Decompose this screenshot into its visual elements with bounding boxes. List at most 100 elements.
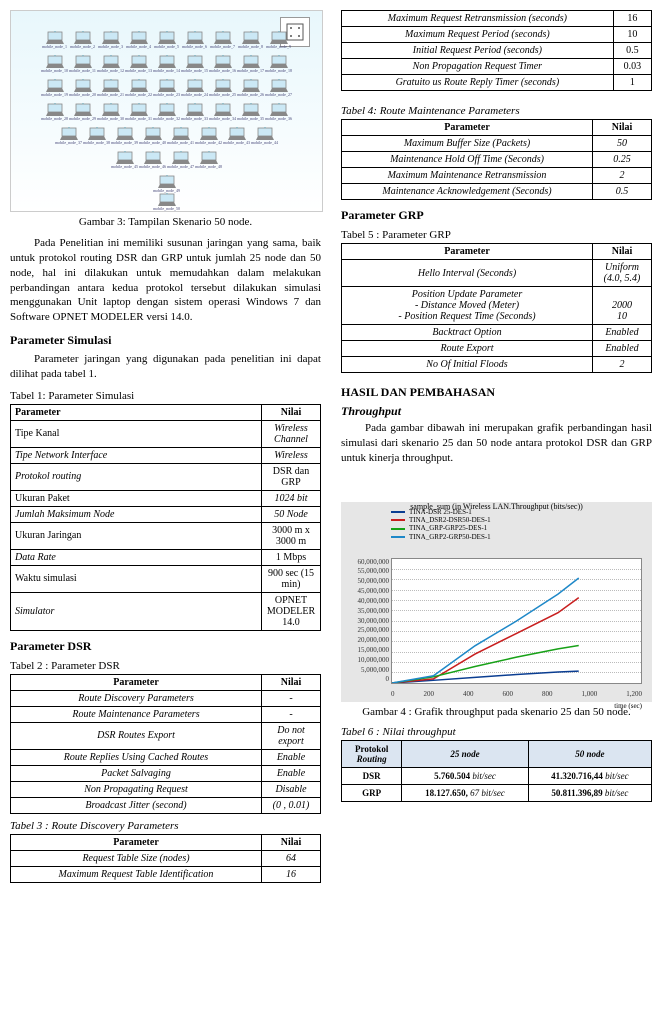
table-cell: Broadcast Jitter (second): [11, 797, 262, 813]
topology-node: mobile_node_10: [43, 55, 67, 73]
table-row: Hello Interval (Seconds)Uniform (4.0, 5.…: [342, 260, 652, 287]
table-header: Nilai: [262, 674, 321, 690]
figure-3-topology: mobile_node_1mobile_node_2mobile_node_3m…: [10, 10, 323, 212]
table-row: GRP18.127.650, 67 bit/sec50.811.396,89 b…: [342, 784, 652, 801]
table-row: Non Propagating RequestDisable: [11, 781, 321, 797]
chart-plot-area: [391, 558, 642, 684]
table-row: Jumlah Maksimum Node50 Node: [11, 506, 321, 522]
table-cell: Enabled: [593, 341, 652, 357]
figure-4-caption: Gambar 4 : Grafik throughput pada skenar…: [341, 706, 652, 718]
table-row: Route Discovery Parameters-: [11, 690, 321, 706]
topology-node: mobile_node_18: [267, 55, 291, 73]
table-header: 25 node: [402, 740, 528, 767]
topology-row: mobile_node_19mobile_node_20mobile_node_…: [11, 79, 322, 97]
figure-4-chart: TINA-DSR 25-DES-1TINA_DSR2-DSR50-DES-1TI…: [341, 502, 652, 702]
table-cell: Hello Interval (Seconds): [342, 260, 593, 287]
table-cell: Simulator: [11, 592, 262, 630]
table-cell: 5.760.504 bit/sec: [402, 767, 528, 784]
table-cell: Maintenance Hold Off Time (Seconds): [342, 152, 593, 168]
chart-y-axis: 60,000,00055,000,00050,000,00045,000,000…: [343, 558, 389, 684]
table-row: Position Update Parameter- Distance Move…: [342, 287, 652, 325]
table-cell: Position Update Parameter- Distance Move…: [342, 287, 593, 325]
table-4-caption: Tabel 4: Route Maintenance Parameters: [341, 105, 652, 117]
topology-node: mobile_node_21: [99, 79, 123, 97]
table-cell: 200010: [593, 287, 652, 325]
heading-hasil: HASIL DAN PEMBAHASAN: [341, 385, 652, 400]
table-row: Request Table Size (nodes)64: [11, 850, 321, 866]
topology-node: mobile_node_9: [267, 31, 291, 49]
topology-node: mobile_node_41: [169, 127, 193, 145]
topology-node: mobile_node_12: [99, 55, 123, 73]
table-cell: -: [262, 690, 321, 706]
topology-node: mobile_node_29: [71, 103, 95, 121]
table-cell: Gratuito us Route Reply Timer (seconds): [342, 75, 614, 91]
topology-node: mobile_node_14: [155, 55, 179, 73]
topology-node: mobile_node_39: [113, 127, 137, 145]
table-cell: Do not export: [262, 722, 321, 749]
paragraph-throughput: Pada gambar dibawah ini merupakan grafik…: [341, 421, 652, 466]
table-cell: 3000 m x 3000 m: [262, 522, 321, 549]
topology-node: mobile_node_40: [141, 127, 165, 145]
table-cell: Request Table Size (nodes): [11, 850, 262, 866]
topology-node: mobile_node_27: [267, 79, 291, 97]
topology-node: mobile_node_2: [71, 31, 95, 49]
table-cell: Uniform (4.0, 5.4): [593, 260, 652, 287]
table-cell: Wireless Channel: [262, 420, 321, 447]
table-header: Nilai: [262, 834, 321, 850]
table-header: Parameter: [342, 244, 593, 260]
table-cell: Enabled: [593, 325, 652, 341]
table-row: Ukuran Paket1024 bit: [11, 490, 321, 506]
table-cell: 2: [593, 357, 652, 373]
table-row: DSR5.760.504 bit/sec41.320.716,44 bit/se…: [342, 767, 652, 784]
table-cell: 1024 bit: [262, 490, 321, 506]
table-cell: (0 , 0.01): [262, 797, 321, 813]
topology-node: mobile_node_22: [127, 79, 151, 97]
table-cell: 900 sec (15 min): [262, 565, 321, 592]
table-cell: 0.03: [613, 59, 651, 75]
topology-node: mobile_node_24: [183, 79, 207, 97]
topology-node: mobile_node_19: [43, 79, 67, 97]
table-cell: Route Maintenance Parameters: [11, 706, 262, 722]
table-header: Parameter: [11, 834, 262, 850]
table-cell: Waktu simulasi: [11, 565, 262, 592]
legend-item: TINA-DSR 25-DES-1: [391, 508, 491, 516]
topology-row: mobile_node_1mobile_node_2mobile_node_3m…: [11, 31, 322, 49]
table-cell: Ukuran Jaringan: [11, 522, 262, 549]
table-cell: Protokol routing: [11, 463, 262, 490]
table-cell: Enable: [262, 749, 321, 765]
topology-row: mobile_node_37mobile_node_38mobile_node_…: [11, 127, 322, 145]
table-cell: Maximum Request Table Identification: [11, 866, 262, 882]
topology-node: mobile_node_45: [113, 151, 137, 169]
topology-node: mobile_node_26: [239, 79, 263, 97]
table-row: Non Propagation Request Timer0.03: [342, 59, 652, 75]
table-row: DSR Routes ExportDo not export: [11, 722, 321, 749]
chart-series-line: [392, 578, 579, 683]
table-row: Data Rate1 Mbps: [11, 549, 321, 565]
table-row: Protokol routingDSR dan GRP: [11, 463, 321, 490]
table-4: ParameterNilaiMaximum Buffer Size (Packe…: [341, 119, 652, 200]
table-row: Tipe KanalWireless Channel: [11, 420, 321, 447]
table-row: Waktu simulasi900 sec (15 min): [11, 565, 321, 592]
table-row: Initial Request Period (seconds)0.5: [342, 43, 652, 59]
topology-node: mobile_node_31: [127, 103, 151, 121]
table-cell: Maintenance Acknowledgement (Seconds): [342, 184, 593, 200]
table-cell: DSR Routes Export: [11, 722, 262, 749]
topology-node: mobile_node_37: [57, 127, 81, 145]
table-cell: Data Rate: [11, 549, 262, 565]
legend-item: TINA_DSR2-DSR50-DES-1: [391, 516, 491, 524]
table-header: Parameter: [11, 404, 262, 420]
topology-node: mobile_node_48: [197, 151, 221, 169]
table-row: Packet SalvagingEnable: [11, 765, 321, 781]
table-row: Broadcast Jitter (second)(0 , 0.01): [11, 797, 321, 813]
table-row: SimulatorOPNET MODELER 14.0: [11, 592, 321, 630]
table-cell: No Of Initial Floods: [342, 357, 593, 373]
chart-series-line: [392, 671, 579, 683]
topology-node: mobile_node_23: [155, 79, 179, 97]
topology-node: mobile_node_28: [43, 103, 67, 121]
topology-node: mobile_node_30: [99, 103, 123, 121]
topology-node: mobile_node_44: [253, 127, 277, 145]
table-cell: 0.5: [613, 43, 651, 59]
table-cell: Non Propagation Request Timer: [342, 59, 614, 75]
table-cell: Maximum Buffer Size (Packets): [342, 136, 593, 152]
table-header: ProtokolRouting: [342, 740, 402, 767]
